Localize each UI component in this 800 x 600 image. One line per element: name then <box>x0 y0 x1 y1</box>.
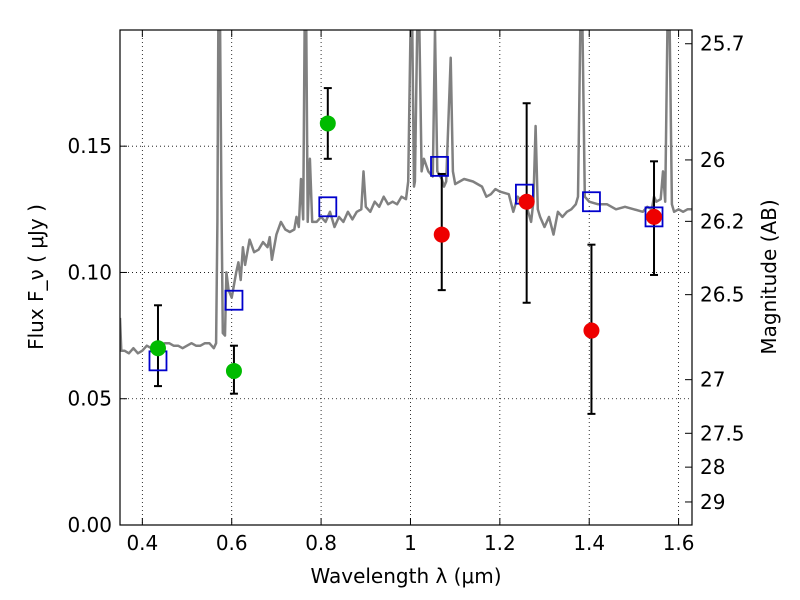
right-axis-label: Magnitude (AB) <box>757 199 781 354</box>
x-ticks: 0.4 0.6 0.8 1 1.2 1.4 1.6 <box>126 30 695 555</box>
observed-point-red <box>433 226 450 243</box>
x-tick-label: 0.6 <box>216 531 248 555</box>
observed-point-red <box>518 193 535 210</box>
plot-frame <box>119 29 693 526</box>
model-square-layer <box>148 155 664 372</box>
right-tick-label: 28 <box>700 455 725 479</box>
y-tick-label: 0.00 <box>67 513 112 537</box>
spectrum-line <box>120 30 692 355</box>
observed-point-layer <box>149 115 663 379</box>
right-tick-label: 27.5 <box>700 421 745 445</box>
x-tick-label: 1.4 <box>573 531 605 555</box>
right-tick-label: 26 <box>700 148 725 172</box>
x-tick-label: 1.2 <box>484 531 516 555</box>
x-tick-label: 1.6 <box>663 531 695 555</box>
model-square <box>318 196 338 218</box>
x-axis-label: Wavelength λ (μm) <box>310 564 501 588</box>
spectrum-layer <box>120 30 692 355</box>
observed-point-red <box>583 322 600 339</box>
right-tick-label: 27 <box>700 368 725 392</box>
y-ticks: 0.00 0.05 0.10 0.15 <box>67 134 127 537</box>
observed-point-green <box>225 362 242 379</box>
right-tick-label: 26.2 <box>700 209 745 233</box>
right-tick-label: 29 <box>700 490 725 514</box>
grid-lines <box>120 30 692 526</box>
right-ticks: 25.7 26 26.2 26.5 27 27.5 28 29 <box>685 32 745 514</box>
right-tick-label: 26.5 <box>700 283 745 307</box>
y-axis-label: Flux F_ν ( μJy ) <box>24 204 48 350</box>
model-square <box>582 191 601 213</box>
right-tick-label: 25.7 <box>700 32 745 56</box>
model-square <box>430 155 449 177</box>
x-tick-label: 1 <box>404 531 417 555</box>
x-tick-label: 0.4 <box>126 531 158 555</box>
model-square <box>644 206 664 228</box>
observed-point-green <box>319 115 336 132</box>
model-square <box>224 289 244 311</box>
y-tick-label: 0.05 <box>67 387 112 411</box>
observed-point-red <box>646 208 663 225</box>
y-tick-label: 0.15 <box>67 134 112 158</box>
observed-point-green <box>149 340 166 357</box>
x-tick-label: 0.8 <box>305 531 337 555</box>
y-tick-label: 0.10 <box>67 260 112 284</box>
